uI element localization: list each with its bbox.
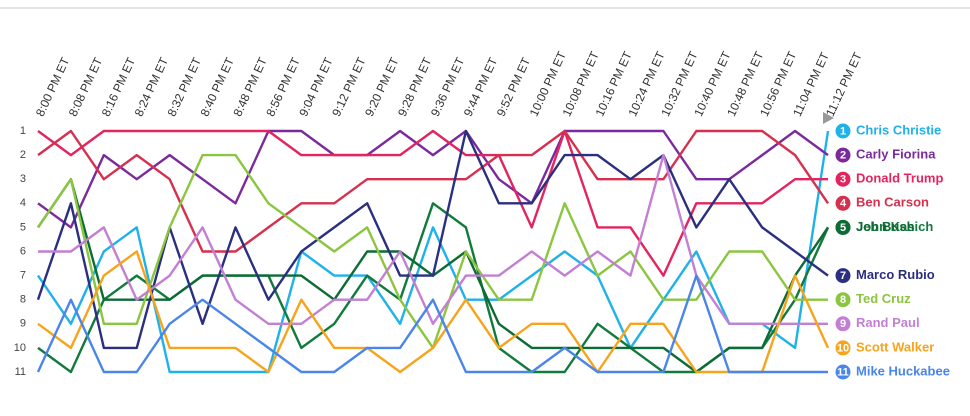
legend-rank: 3 [840, 174, 846, 186]
legend-rank: 8 [840, 294, 846, 306]
legend-name: John Kasich [856, 219, 933, 234]
series-line [37, 130, 830, 374]
legend-rank: 1 [840, 125, 846, 137]
legend-badge [835, 316, 851, 332]
legend-name: Scott Walker [856, 339, 934, 354]
legend-name: Mike Huckabee [856, 363, 950, 378]
legend-badge [835, 364, 851, 380]
legend-badge [835, 292, 851, 308]
y-tick-label: 6 [20, 245, 26, 257]
legend-badge [835, 171, 851, 187]
y-tick-label: 9 [20, 318, 26, 330]
legend-rank: 11 [837, 366, 849, 378]
y-tick-label: 8 [20, 294, 26, 306]
y-tick-label: 10 [14, 342, 26, 354]
y-tick-label: 4 [20, 197, 26, 209]
legend-rank: 9 [840, 318, 846, 330]
series-line [37, 129, 828, 277]
legend-badge [835, 147, 851, 163]
y-tick-label: 5 [20, 221, 26, 233]
legend-rank: 7 [840, 270, 846, 282]
series-line [36, 274, 828, 374]
legend-badge [835, 195, 851, 211]
legend-name: Rand Paul [856, 315, 920, 330]
legend-name: Marco Rubio [856, 267, 935, 282]
legend-rank: 4 [840, 198, 847, 210]
legend-name: Ben Carson [856, 195, 929, 210]
legend-rank: 10 [837, 342, 849, 354]
y-tick-label: 7 [20, 270, 26, 282]
legend-name: Chris Christie [856, 122, 941, 137]
y-tick-label: 3 [20, 173, 26, 185]
legend-rank: 2 [840, 150, 846, 162]
legend-name: Donald Trump [856, 171, 943, 186]
legend-name: Jeb Bush [856, 219, 915, 234]
legend-badge [835, 123, 851, 139]
series-line [37, 129, 829, 229]
y-tick-label: 2 [20, 149, 26, 161]
legend-badge [835, 268, 851, 284]
legend-name: Ted Cruz [856, 291, 911, 306]
legend-rank: 5 [840, 222, 846, 234]
play-marker [823, 112, 834, 124]
legend-badge [835, 340, 851, 356]
series-line [37, 129, 829, 253]
y-tick-label: 11 [15, 366, 26, 378]
legend-badge [835, 219, 851, 235]
series-line [38, 153, 828, 325]
legend-name: Carly Fiorina [856, 147, 936, 162]
y-tick-label: 1 [20, 125, 26, 137]
series-line [37, 250, 830, 374]
